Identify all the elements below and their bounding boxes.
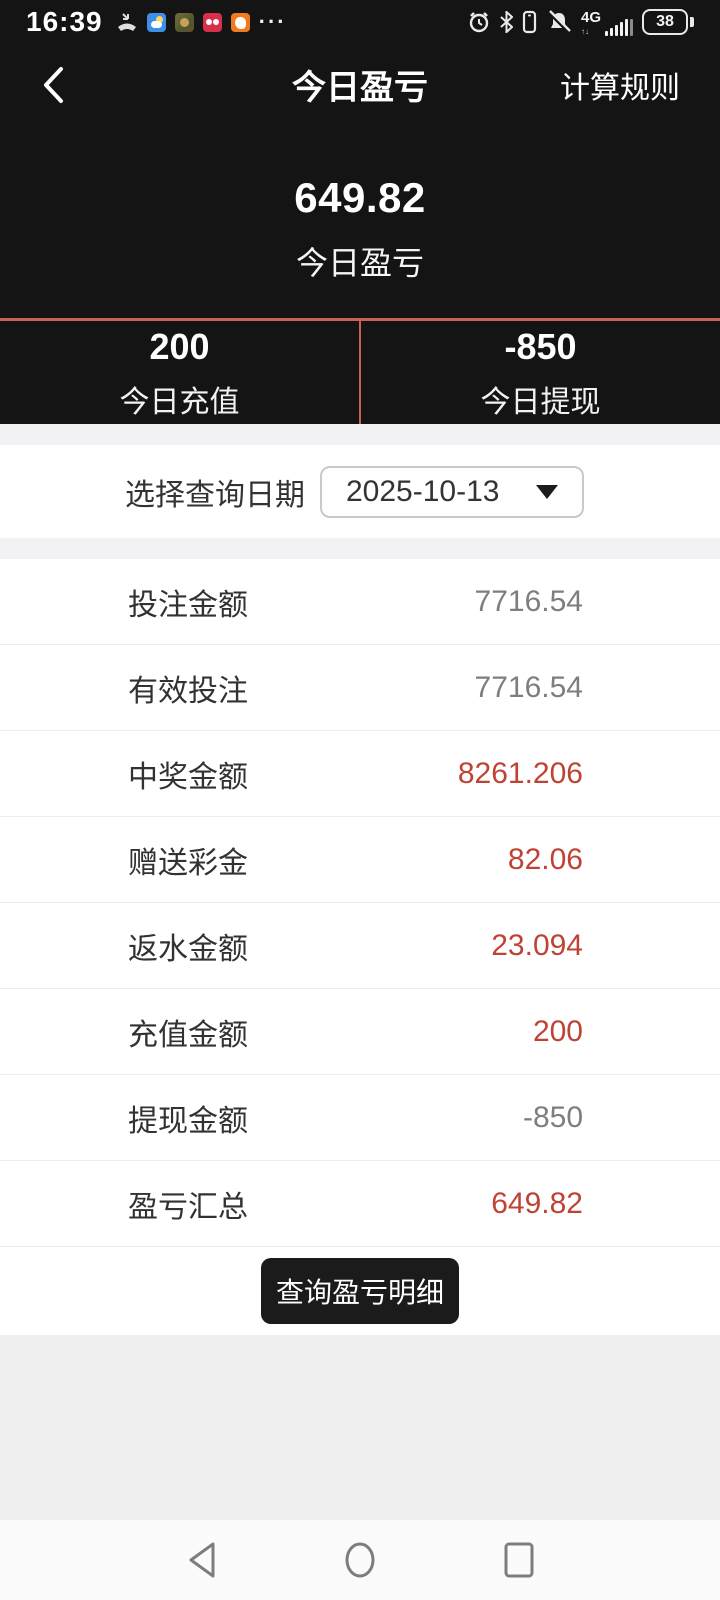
vibrate-phone-icon [522,10,537,34]
battery-icon: 38 [642,9,694,35]
table-row-bet-amount: 投注金额 7716.54 [0,559,720,645]
nav-back-button[interactable] [181,1538,221,1582]
today-withdraw-label: 今日提现 [480,386,601,419]
row-value: 82.06 [507,842,583,876]
today-profit-label: 今日盈亏 [295,244,424,281]
row-value: 649.82 [491,1186,583,1220]
query-profit-detail-button[interactable]: 查询盈亏明细 [260,1258,459,1324]
today-deposit-value: 200 [149,326,210,367]
nav-home-button[interactable] [340,1538,380,1582]
selected-date-value: 2025-10-13 [346,474,500,508]
row-value: -850 [522,1100,583,1134]
table-row-profit-total: 盈亏汇总 649.82 [0,1161,720,1247]
app-header: 今日盈亏 计算规则 [0,44,720,125]
status-bar-left: 16:39 ··· [26,6,287,38]
date-select-dropdown[interactable]: 2025-10-13 [320,465,584,518]
row-label: 充值金额 [128,1018,248,1052]
section-gap [0,538,720,559]
table-row-rebate: 返水金额 23.094 [0,903,720,989]
table-row-valid-bet: 有效投注 7716.54 [0,645,720,731]
status-bar-right: 4G ↑↓ 38 [467,9,694,36]
row-value: 7716.54 [474,584,583,618]
alarm-icon [469,12,489,33]
data-arrows-icon: ↑↓ [580,26,589,36]
section-gap [0,424,720,445]
missed-call-icon [117,13,136,31]
browser-app-icon [230,12,250,32]
row-label: 赠送彩金 [128,846,248,880]
bluetooth-icon [500,11,513,33]
nav-recents-button[interactable] [499,1538,539,1582]
table-row-winning-amount: 中奖金额 8261.206 [0,731,720,817]
row-label: 投注金额 [128,588,248,622]
today-deposit-label: 今日充值 [119,386,240,419]
nav-back-icon [189,1542,215,1578]
battery-percent-text: 38 [656,13,674,30]
today-withdraw-value: -850 [504,326,577,367]
row-value: 23.094 [491,928,583,962]
notifications-off-icon [547,10,571,34]
table-row-withdraw-amount: 提现金额 -850 [0,1075,720,1161]
game-app-icon [174,12,194,32]
today-profit-amount: 649.82 [294,173,426,221]
row-label: 返水金额 [128,932,248,966]
row-value: 200 [532,1014,583,1048]
nav-home-icon [345,1542,375,1578]
date-filter-label: 选择查询日期 [125,478,305,512]
button-section: 查询盈亏明细 [0,1247,720,1335]
weather-app-icon [146,12,166,32]
status-bar: 16:39 ··· 4G ↑↓ [0,0,720,44]
table-row-deposit-amount: 充值金额 200 [0,989,720,1075]
clock-text: 16:39 [26,6,103,37]
chevron-left-icon [44,66,63,103]
today-deposit-cell: 200 今日充值 [0,321,359,424]
network-type-label: 4G [580,8,601,26]
row-label: 中奖金额 [128,760,248,794]
date-filter-section: 选择查询日期 2025-10-13 [0,445,720,538]
row-value: 8261.206 [457,756,583,790]
calculation-rules-link[interactable]: 计算规则 [560,71,680,105]
amounts-table: 投注金额 7716.54 有效投注 7716.54 中奖金额 8261.206 … [0,559,720,1247]
summary-band: 200 今日充值 -850 今日提现 [0,318,720,424]
chevron-down-icon [536,484,558,499]
row-label: 提现金额 [128,1104,248,1138]
video-app-icon [202,12,222,32]
android-nav-bar [0,1520,720,1600]
signal-bars-icon [605,18,633,36]
row-label: 有效投注 [128,674,248,708]
row-label: 盈亏汇总 [128,1190,248,1224]
footer-empty-area [0,1335,720,1520]
signal-icon: 4G ↑↓ [581,9,633,36]
back-button[interactable] [40,65,100,105]
hero-summary: 649.82 今日盈亏 [0,125,720,318]
row-value: 7716.54 [474,670,583,704]
more-notifications-icon: ··· [258,9,287,34]
today-withdraw-cell: -850 今日提现 [359,321,720,424]
table-row-bonus: 赠送彩金 82.06 [0,817,720,903]
nav-recents-icon [504,1542,534,1578]
